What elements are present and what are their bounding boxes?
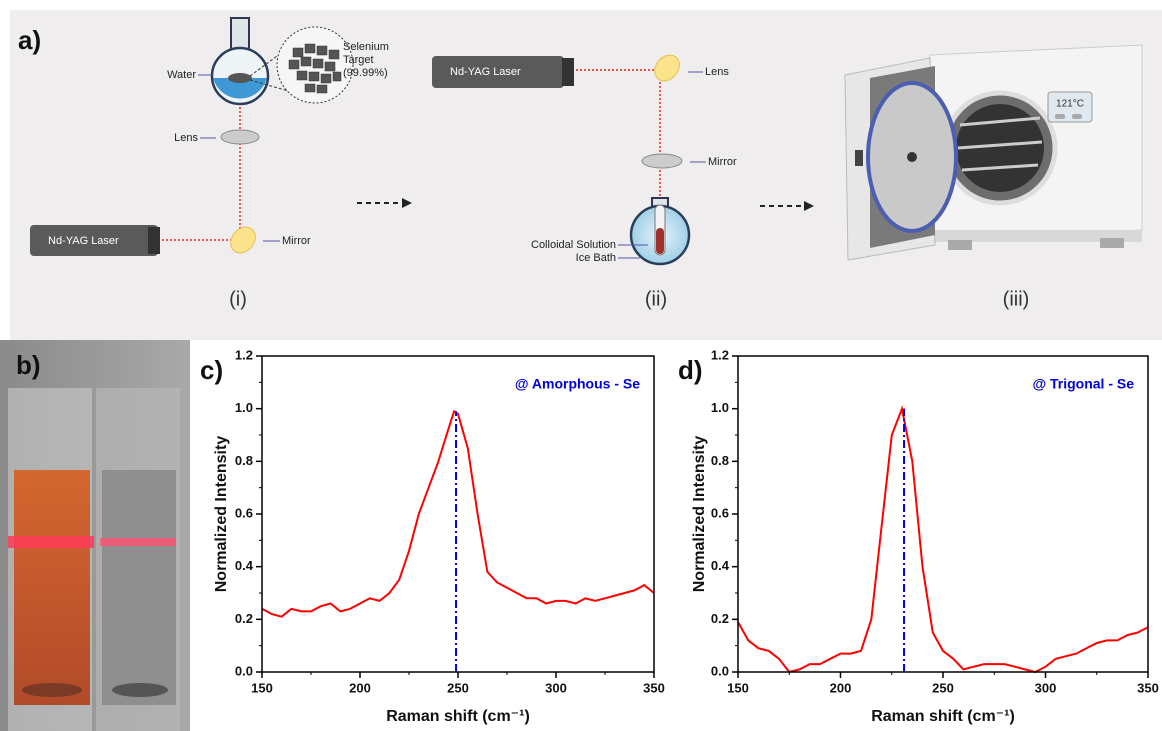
step-two: Nd-YAG Laser Lens Mirror Colloidal Solut…: [432, 54, 737, 310]
annotation: @ Trigonal - Se: [1032, 376, 1134, 392]
lens-label: Lens: [705, 66, 729, 78]
y-tick-label: 0.0: [235, 663, 253, 678]
water-label: Water: [167, 69, 196, 81]
y-tick-label: 0.2: [711, 611, 729, 626]
autoclave: 121°C (iii): [844, 44, 1143, 310]
laser-label: Nd-YAG Laser: [450, 66, 521, 78]
target-label: (99.99%): [343, 67, 388, 79]
y-tick-label: 0.0: [711, 663, 729, 678]
y-tick-label: 0.6: [235, 505, 253, 520]
target-label: Target: [343, 54, 374, 66]
x-tick-label: 250: [447, 680, 469, 695]
x-axis-label: Raman shift (cm⁻¹): [386, 708, 530, 725]
target-label: Selenium: [343, 41, 389, 53]
step-one: Selenium Target (99.99%) Water Lens Nd-Y…: [30, 17, 389, 310]
x-tick-label: 150: [727, 680, 749, 695]
bath-label: Ice Bath: [576, 252, 616, 264]
chart: d) 0.0 0.2 0.4 0.6 0.8 1.0 1.2 150 200 250 300 350 @ …: [678, 347, 1159, 725]
plot-frame: [737, 355, 1149, 673]
x-tick-label: 200: [349, 680, 371, 695]
y-tick-label: 1.2: [711, 347, 729, 362]
y-tick-label: 0.8: [235, 453, 253, 468]
x-tick-label: 300: [545, 680, 567, 695]
y-axis-label: Normalized Intensity: [691, 436, 708, 593]
mirror-label: Mirror: [708, 156, 737, 168]
panel-label: c): [200, 355, 223, 385]
laser-label: Nd-YAG Laser: [48, 235, 119, 247]
chart: c) 0.0 0.2 0.4 0.6 0.8 1.0 1.2 150 200 250 300 350 @ …: [200, 347, 665, 725]
x-tick-label: 350: [1137, 680, 1159, 695]
y-tick-label: 0.4: [711, 558, 730, 573]
x-tick-label: 150: [251, 680, 273, 695]
y-tick-label: 0.2: [235, 611, 253, 626]
panel-label: d): [678, 355, 703, 385]
data-line: [261, 409, 655, 618]
y-tick-label: 1.0: [711, 400, 729, 415]
y-tick-label: 1.0: [235, 400, 253, 415]
panel-label: a): [18, 25, 41, 55]
photo: b): [0, 340, 190, 731]
flow-arrow: [357, 198, 412, 208]
y-axis-label: Normalized Intensity: [213, 436, 230, 593]
lens-label: Lens: [174, 132, 198, 144]
solution-label: Colloidal Solution: [531, 239, 616, 251]
mirror-label: Mirror: [282, 235, 311, 247]
step-caption: (iii): [1003, 288, 1030, 310]
y-tick-label: 0.6: [711, 505, 729, 520]
step-caption: (ii): [645, 288, 667, 310]
panel-label: b): [16, 350, 41, 380]
flow-arrow: [760, 201, 814, 211]
x-tick-label: 250: [932, 680, 954, 695]
x-tick-label: 300: [1035, 680, 1057, 695]
y-tick-label: 0.4: [235, 558, 254, 573]
x-axis-label: Raman shift (cm⁻¹): [871, 708, 1015, 725]
display-label: 121°C: [1056, 99, 1084, 110]
x-tick-label: 350: [643, 680, 665, 695]
y-tick-label: 0.8: [711, 453, 729, 468]
step-caption: (i): [229, 288, 247, 310]
y-tick-label: 1.2: [235, 347, 253, 362]
data-line: [737, 405, 1149, 674]
x-tick-label: 200: [830, 680, 852, 695]
annotation: @ Amorphous - Se: [515, 376, 640, 392]
plot-frame: [261, 355, 655, 673]
